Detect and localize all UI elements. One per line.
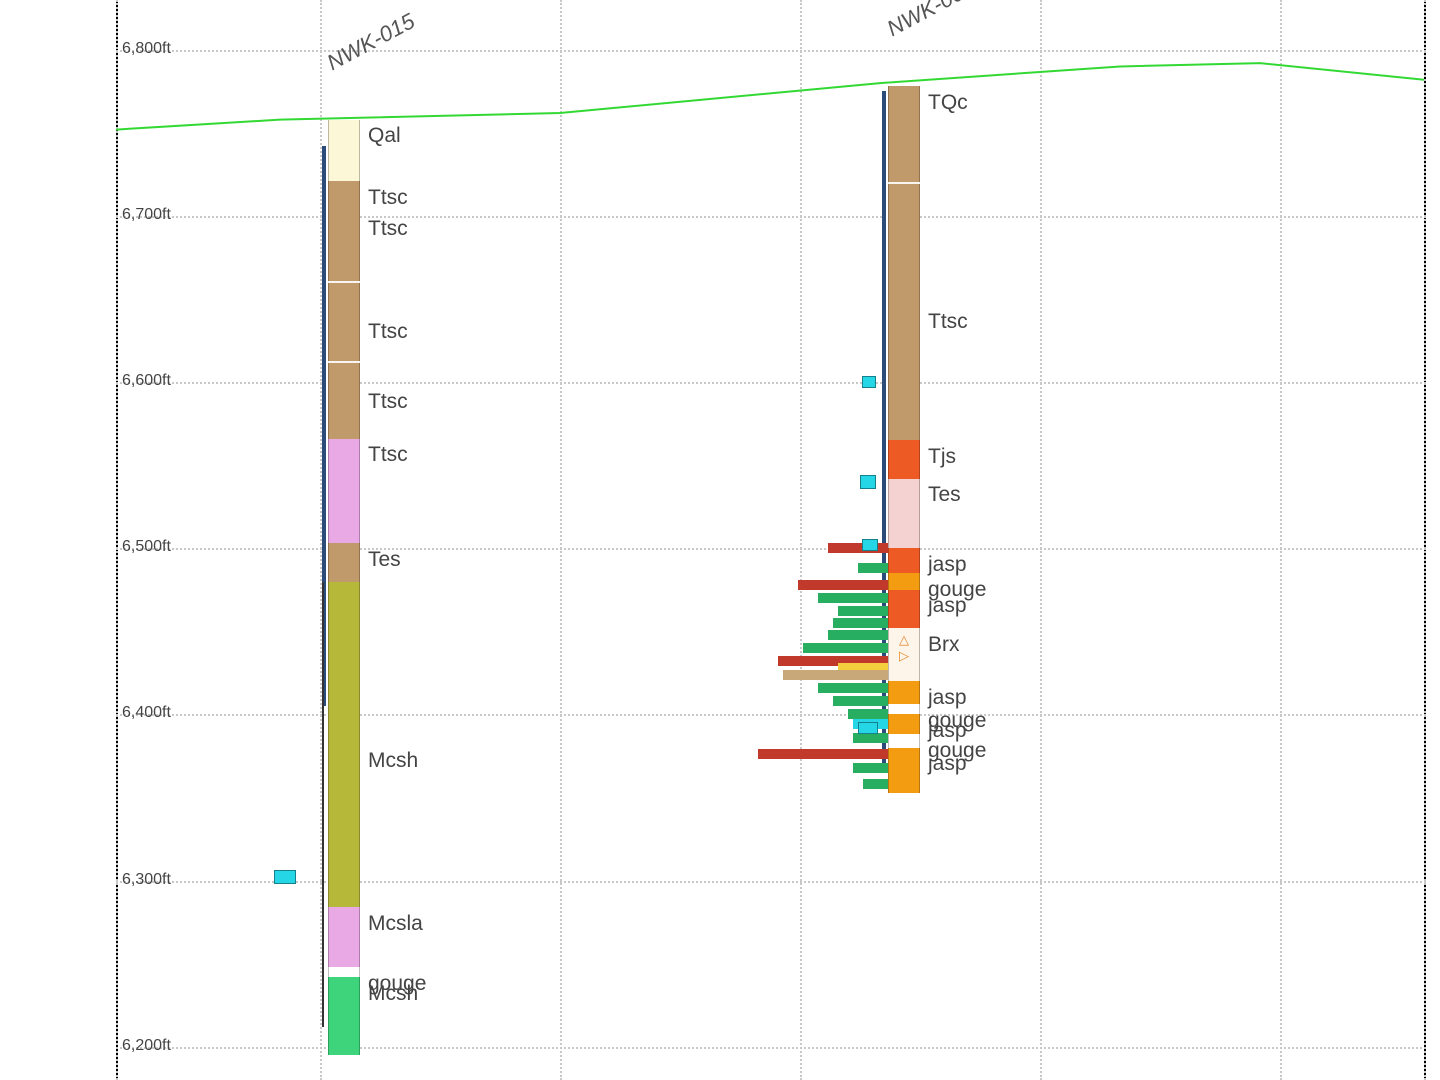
- y-tick-label: 6,300ft: [122, 871, 171, 889]
- assay-bar: [828, 543, 888, 553]
- assay-bar: [863, 779, 888, 789]
- lith-segment: [888, 748, 920, 765]
- lith-segment: [328, 439, 360, 544]
- lith-label: Qal: [368, 124, 401, 148]
- lith-label: Ttsc: [368, 443, 408, 467]
- lith-label: Tjs: [928, 445, 956, 469]
- y-tick-label: 6,500ft: [122, 538, 171, 556]
- lith-segment: [888, 86, 920, 182]
- gridline-v: [1424, 0, 1426, 1080]
- lith-segment: [328, 967, 360, 977]
- sample-marker: [862, 539, 878, 551]
- lith-segment: [888, 714, 920, 734]
- lith-segment: [328, 907, 360, 967]
- side-line: [322, 582, 324, 1027]
- assay-bar: [848, 709, 888, 719]
- borehole-NWK-015: NWK-015 Qal Ttsc Ttsc Ttsc Ttsc Ttsc Tes Mcsh Mcs…: [290, 0, 490, 1080]
- brx-symbol: △▷: [890, 632, 918, 664]
- assay-bar: [833, 618, 888, 628]
- assay-bar: [828, 630, 888, 640]
- lith-segment: [888, 590, 920, 628]
- assay-bar: [758, 749, 888, 759]
- lith-segment: [888, 573, 920, 590]
- borehole-NWK-008: NWK-008TQcTtscTjsTesjaspgougejasp△▷Brxja…: [850, 0, 1050, 1080]
- lith-label: Mcsh: [368, 982, 418, 1006]
- lith-segment: [328, 582, 360, 908]
- lith-segment: [328, 977, 360, 1055]
- segment-divider: [888, 182, 920, 184]
- lith-label: Ttsc: [368, 390, 408, 414]
- lith-segment: [888, 704, 920, 714]
- sample-marker: [860, 475, 876, 489]
- assay-bar: [798, 580, 888, 590]
- lith-label: TQc: [928, 91, 968, 115]
- sample-marker: [274, 870, 296, 884]
- lith-label: Ttsc: [928, 310, 968, 334]
- assay-bar: [818, 683, 888, 693]
- lith-segment: [888, 681, 920, 704]
- lith-segment: [888, 764, 920, 792]
- assay-bar: [818, 593, 888, 603]
- y-tick-label: 6,400ft: [122, 704, 171, 722]
- gridline-v: [560, 0, 562, 1080]
- segment-divider: [328, 361, 360, 363]
- lith-segment: [888, 440, 920, 478]
- lith-label: jasp: [928, 752, 967, 776]
- segment-divider: [328, 281, 360, 283]
- lith-label: jasp: [928, 553, 967, 577]
- y-tick-label: 6,800ft: [122, 40, 171, 58]
- lith-label: Ttsc: [368, 186, 408, 210]
- sample-marker: [858, 722, 878, 734]
- assay-bar: [838, 606, 888, 616]
- cross-section-plot: 6,800ft 6,700ft 6,600ft 6,500ft 6,400ft 6,300…: [0, 0, 1440, 1080]
- lith-label: Tes: [368, 548, 401, 572]
- lith-label: Tes: [928, 483, 961, 507]
- borehole-title: NWK-008: [883, 0, 979, 42]
- lith-segment: [888, 734, 920, 747]
- assay-bar: [853, 733, 888, 743]
- lith-segment: [328, 120, 360, 181]
- gridline-v: [1280, 0, 1282, 1080]
- y-tick-label: 6,200ft: [122, 1037, 171, 1055]
- lith-label: Ttsc: [368, 320, 408, 344]
- assay-bar: [783, 670, 888, 680]
- lith-segment: [888, 183, 920, 441]
- lith-label: Ttsc: [368, 217, 408, 241]
- gridline-v: [116, 0, 118, 1080]
- sample-marker: [862, 376, 876, 388]
- lith-segment: [888, 548, 920, 573]
- assay-bar: [853, 763, 888, 773]
- lith-label: jasp: [928, 594, 967, 618]
- assay-bar: [803, 643, 888, 653]
- assay-bar: [833, 696, 888, 706]
- lith-segment: [328, 181, 360, 439]
- lith-label: Mcsh: [368, 749, 418, 773]
- lith-segment: [328, 543, 360, 581]
- assay-bar: [858, 563, 888, 573]
- gridline-v: [800, 0, 802, 1080]
- lith-label: Brx: [928, 633, 960, 657]
- lith-label: Mcsla: [368, 912, 423, 936]
- y-tick-label: 6,700ft: [122, 206, 171, 224]
- borehole-title: NWK-015: [323, 8, 419, 76]
- lith-label: jasp: [928, 686, 967, 710]
- y-tick-label: 6,600ft: [122, 372, 171, 390]
- lith-segment: [888, 479, 920, 549]
